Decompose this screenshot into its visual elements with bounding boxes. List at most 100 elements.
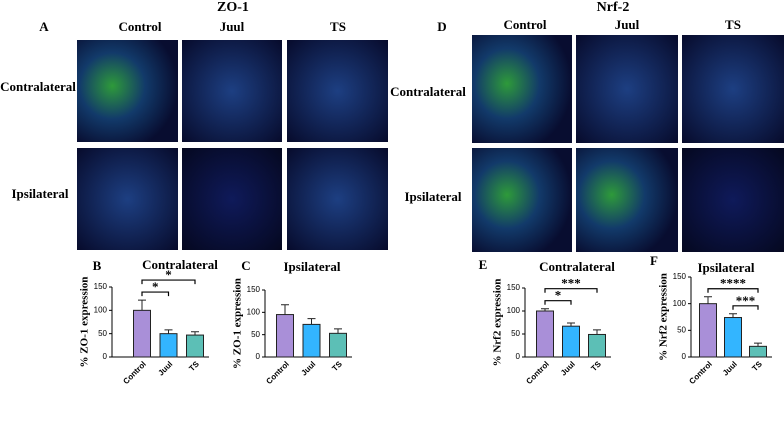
chart-title: Contralateral bbox=[539, 259, 615, 274]
panel-letter: F bbox=[650, 253, 658, 268]
micrograph bbox=[182, 148, 282, 250]
y-tick-label: 50 bbox=[98, 329, 107, 338]
panel-letter: A bbox=[39, 19, 49, 34]
y-tick-label: 150 bbox=[673, 272, 687, 281]
significance-label: * bbox=[165, 267, 172, 282]
significance-bracket bbox=[141, 279, 196, 285]
y-axis-label: % Nrf2 expression bbox=[492, 279, 504, 367]
micrograph bbox=[576, 148, 678, 252]
x-tick-label: TS bbox=[187, 359, 201, 373]
column-header: TS bbox=[725, 17, 741, 32]
bar bbox=[186, 334, 204, 358]
bar bbox=[724, 317, 742, 358]
column-header: Juul bbox=[615, 17, 640, 32]
error-bar bbox=[138, 299, 146, 311]
y-tick-label: 50 bbox=[511, 329, 520, 338]
panel-letter: B bbox=[93, 258, 102, 273]
bar bbox=[749, 345, 767, 358]
row-label: Contralateral bbox=[390, 84, 466, 99]
error-bar bbox=[704, 296, 712, 304]
y-tick-label: 100 bbox=[673, 299, 687, 308]
micrograph bbox=[77, 148, 178, 250]
error-bar bbox=[593, 329, 601, 335]
bar bbox=[159, 333, 178, 358]
row-label: Contralateral bbox=[0, 79, 76, 94]
bar bbox=[699, 303, 717, 358]
panel-letter: D bbox=[437, 19, 446, 34]
significance-label: *** bbox=[736, 293, 756, 308]
row-label: Ipsilateral bbox=[11, 186, 68, 201]
micrograph bbox=[77, 40, 178, 142]
y-tick-label: 150 bbox=[94, 282, 108, 291]
significance-bracket bbox=[732, 305, 759, 310]
panel-letter: C bbox=[241, 258, 250, 273]
bar bbox=[302, 323, 321, 358]
y-axis-label: % Nrf2 expression bbox=[658, 273, 670, 361]
significance-bracket bbox=[141, 291, 170, 297]
column-header: Control bbox=[503, 17, 546, 32]
significance-label: * bbox=[555, 288, 562, 303]
y-tick-label: 50 bbox=[251, 330, 260, 339]
x-tick-label: Juul bbox=[156, 360, 174, 378]
x-tick-label: Control bbox=[524, 360, 550, 386]
chart-title: Ipsilateral bbox=[697, 260, 754, 275]
error-bar bbox=[754, 342, 762, 347]
y-axis-label: % ZO-1 expression bbox=[79, 277, 91, 368]
chart-title: Contralateral bbox=[142, 257, 218, 272]
error-bar bbox=[334, 328, 342, 334]
significance-label: **** bbox=[720, 276, 746, 291]
error-bar bbox=[567, 322, 575, 327]
error-bar bbox=[307, 318, 316, 325]
x-tick-label: TS bbox=[589, 359, 603, 373]
y-tick-label: 0 bbox=[682, 352, 687, 361]
bar bbox=[588, 333, 606, 358]
micrograph bbox=[682, 35, 784, 143]
column-header: TS bbox=[330, 19, 346, 34]
x-tick-label: TS bbox=[330, 359, 344, 373]
y-tick-label: 0 bbox=[516, 352, 521, 361]
column-header: Juul bbox=[220, 19, 245, 34]
bar bbox=[562, 325, 580, 358]
y-axis-label: % ZO-1 expression bbox=[232, 278, 244, 369]
y-tick-label: 150 bbox=[247, 285, 261, 294]
significance-bracket bbox=[544, 288, 598, 293]
significance-label: *** bbox=[561, 276, 581, 291]
group-title: ZO-1 bbox=[217, 0, 249, 15]
micrograph bbox=[287, 148, 388, 250]
micrograph bbox=[182, 40, 282, 142]
significance-label: * bbox=[152, 279, 159, 294]
error-bar bbox=[191, 331, 199, 336]
chart-title: Ipsilateral bbox=[283, 259, 340, 274]
bar bbox=[276, 314, 294, 358]
micrograph bbox=[287, 40, 388, 142]
x-tick-label: Juul bbox=[299, 360, 317, 378]
significance-bracket bbox=[544, 300, 572, 305]
micrograph bbox=[576, 35, 678, 143]
micrograph bbox=[472, 148, 572, 252]
group-title: Nrf-2 bbox=[597, 0, 630, 15]
x-tick-label: Juul bbox=[559, 360, 577, 378]
error-bar bbox=[541, 308, 549, 311]
bar bbox=[329, 332, 347, 358]
error-bar bbox=[281, 304, 289, 315]
row-label: Ipsilateral bbox=[404, 189, 461, 204]
x-tick-label: Juul bbox=[721, 360, 739, 378]
x-tick-label: Control bbox=[687, 360, 713, 386]
x-tick-label: TS bbox=[750, 359, 764, 373]
error-bar bbox=[164, 329, 173, 334]
y-tick-label: 0 bbox=[256, 352, 261, 361]
micrographs bbox=[77, 35, 784, 252]
column-header: Control bbox=[118, 19, 161, 34]
micrograph bbox=[682, 148, 784, 252]
bar bbox=[536, 310, 554, 358]
y-tick-label: 50 bbox=[677, 325, 686, 334]
micrograph bbox=[472, 35, 572, 143]
panel-letter: E bbox=[479, 257, 488, 272]
error-bar bbox=[729, 313, 737, 318]
y-tick-label: 100 bbox=[507, 306, 521, 315]
x-tick-label: Control bbox=[264, 360, 290, 386]
x-tick-label: Control bbox=[121, 360, 147, 386]
y-tick-label: 150 bbox=[507, 283, 521, 292]
bar bbox=[133, 309, 151, 358]
